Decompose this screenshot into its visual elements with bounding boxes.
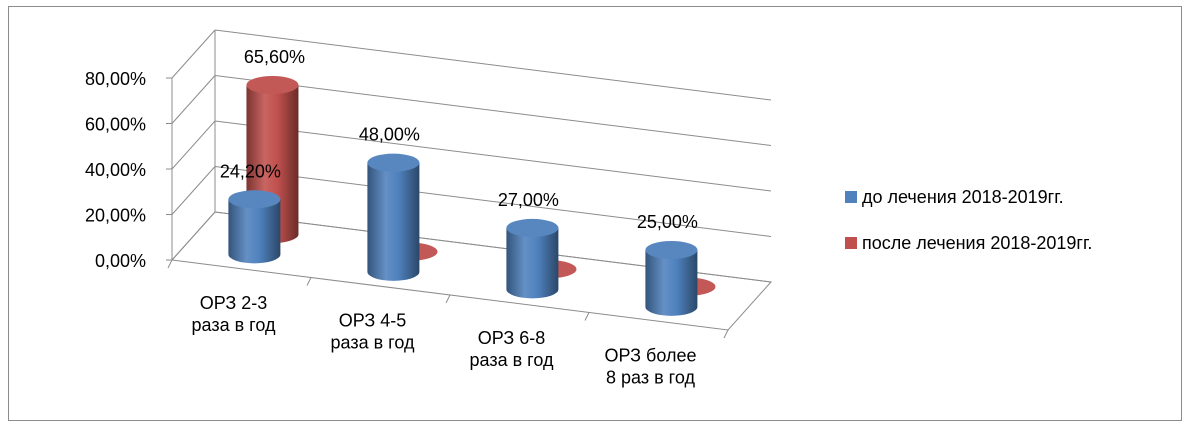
side-gridline — [171, 120, 216, 170]
legend-swatch-after — [845, 237, 857, 249]
x-category-label: ОРЗ 4-5 раза в год — [331, 310, 415, 352]
data-label: 24,20% — [220, 161, 281, 181]
data-label: 25,00% — [637, 212, 698, 232]
x-tick-mark — [584, 312, 590, 321]
x-tick-mark — [723, 329, 729, 339]
back-gridline — [214, 166, 772, 237]
chart-frame — [8, 6, 1182, 421]
bar-top-after-0 — [246, 75, 299, 94]
x-tick-mark — [445, 294, 451, 304]
x-tick-mark — [306, 277, 312, 286]
legend-swatch-before — [845, 191, 857, 203]
bar-before-0 — [228, 199, 281, 264]
y-tick-label: 60,00% — [85, 115, 146, 135]
y-tick-label: 40,00% — [85, 160, 146, 180]
bar-top-before-0 — [228, 190, 281, 209]
bar-before-1 — [367, 162, 420, 281]
bar-top-before-2 — [506, 218, 559, 237]
data-label: 65,60% — [244, 47, 305, 67]
back-gridline — [214, 29, 772, 101]
legend: до лечения 2018-2019гг. после лечения 20… — [845, 185, 1092, 277]
y-tick-label: 0,00% — [95, 251, 146, 271]
back-gridline — [214, 120, 772, 192]
x-category-label: ОРЗ более 8 раз в год — [605, 345, 697, 387]
bar-top-before-3 — [645, 240, 698, 259]
bar-before-3 — [645, 249, 698, 316]
data-label: 48,00% — [359, 125, 420, 145]
x-category-label: ОРЗ 6-8 раза в год — [470, 328, 554, 370]
floor — [170, 211, 773, 331]
y-tick-label: 80,00% — [85, 69, 146, 89]
side-gridline — [171, 166, 216, 215]
y-tick-label: 20,00% — [85, 206, 146, 226]
legend-item-after: после лечения 2018-2019гг. — [845, 231, 1092, 255]
x-tick-mark — [167, 259, 173, 269]
legend-label-after: после лечения 2018-2019гг. — [862, 232, 1093, 253]
side-gridline — [171, 75, 216, 124]
data-label: 27,00% — [498, 190, 559, 210]
back-gridline — [214, 75, 772, 146]
x-category-label: ОРЗ 2-3 раза в год — [192, 293, 276, 335]
side-gridline — [171, 29, 216, 79]
legend-item-before: до лечения 2018-2019гг. — [845, 185, 1092, 209]
bar-before-2 — [506, 227, 559, 299]
bar-top-before-1 — [367, 153, 420, 172]
legend-label-before: до лечения 2018-2019гг. — [862, 186, 1064, 207]
